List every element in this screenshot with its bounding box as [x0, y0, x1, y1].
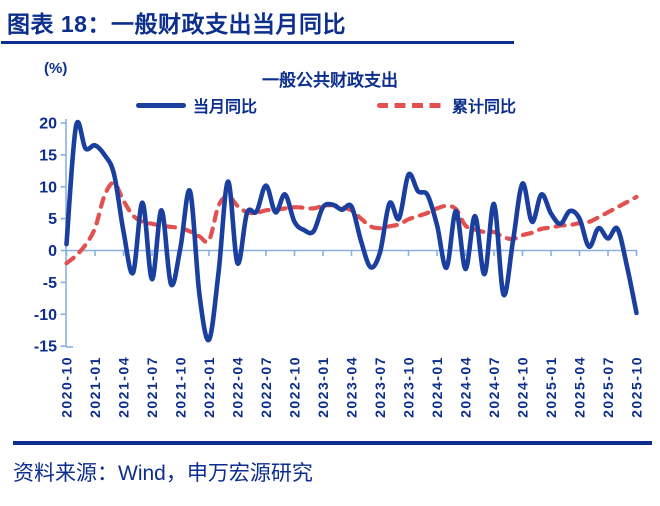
- x-tick-label: 2021-07: [144, 356, 160, 418]
- x-tick-label: 2024-07: [486, 356, 502, 418]
- x-tick-label: 2024-10: [515, 356, 531, 418]
- y-tick-label: 20: [39, 116, 57, 133]
- x-tick-label: 2022-01: [201, 356, 217, 418]
- y-tick-label: 0: [48, 243, 57, 260]
- x-tick-label: 2024-04: [458, 356, 474, 418]
- x-tick-label: 2025-04: [572, 356, 588, 418]
- y-tick-label: 10: [39, 179, 57, 196]
- dashed-line-swatch: [377, 102, 445, 108]
- x-tick-label: 2025-10: [629, 356, 645, 418]
- solid-line-swatch: [136, 102, 186, 108]
- legend-label-cumulative: 累计同比: [452, 99, 517, 116]
- y-tick-label: 5: [48, 211, 57, 228]
- x-tick-label: 2023-10: [401, 356, 417, 418]
- legend-item-monthly: 当月同比: [136, 95, 258, 116]
- legend-item-cumulative: 累计同比: [377, 95, 517, 116]
- chart-title: 一般公共财政支出: [262, 71, 398, 90]
- x-tick-label: 2021-04: [116, 356, 132, 418]
- x-tick-label: 2023-04: [344, 356, 360, 418]
- y-tick-label: -15: [34, 339, 57, 356]
- title-underline: [1, 41, 514, 44]
- x-tick-label: 2025-01: [543, 356, 559, 418]
- x-tick-label: 2020-10: [59, 356, 75, 418]
- x-tick-label: 2023-01: [315, 356, 331, 418]
- x-tick-label: 2022-04: [230, 356, 246, 418]
- line-chart: 20 15 10 5 0 -5 -10 -15 2020-10 2021-01 2021-04 202…: [34, 116, 645, 418]
- y-tick-label: 15: [39, 147, 57, 164]
- source-note: 资料来源：Wind，申万宏源研究: [13, 462, 313, 485]
- x-tick-label: 2025-07: [600, 356, 616, 418]
- x-tick-label: 2023-07: [372, 356, 388, 418]
- x-tick-label: 2024-01: [429, 356, 445, 418]
- x-tick-label: 2022-10: [287, 356, 303, 418]
- footer-rule: [13, 441, 652, 445]
- legend-label-monthly: 当月同比: [193, 99, 258, 116]
- x-tick-label: 2022-07: [258, 356, 274, 418]
- x-tick-label: 2021-10: [173, 356, 189, 418]
- series-monthly-line: [64, 120, 639, 343]
- x-tick-label: 2021-01: [87, 356, 103, 418]
- y-axis-unit-label: (%): [44, 60, 68, 77]
- page-title: 图表 18：一般财政支出当月同比: [7, 11, 346, 37]
- y-tick-label: -10: [34, 307, 57, 324]
- y-tick-label: -5: [43, 275, 57, 292]
